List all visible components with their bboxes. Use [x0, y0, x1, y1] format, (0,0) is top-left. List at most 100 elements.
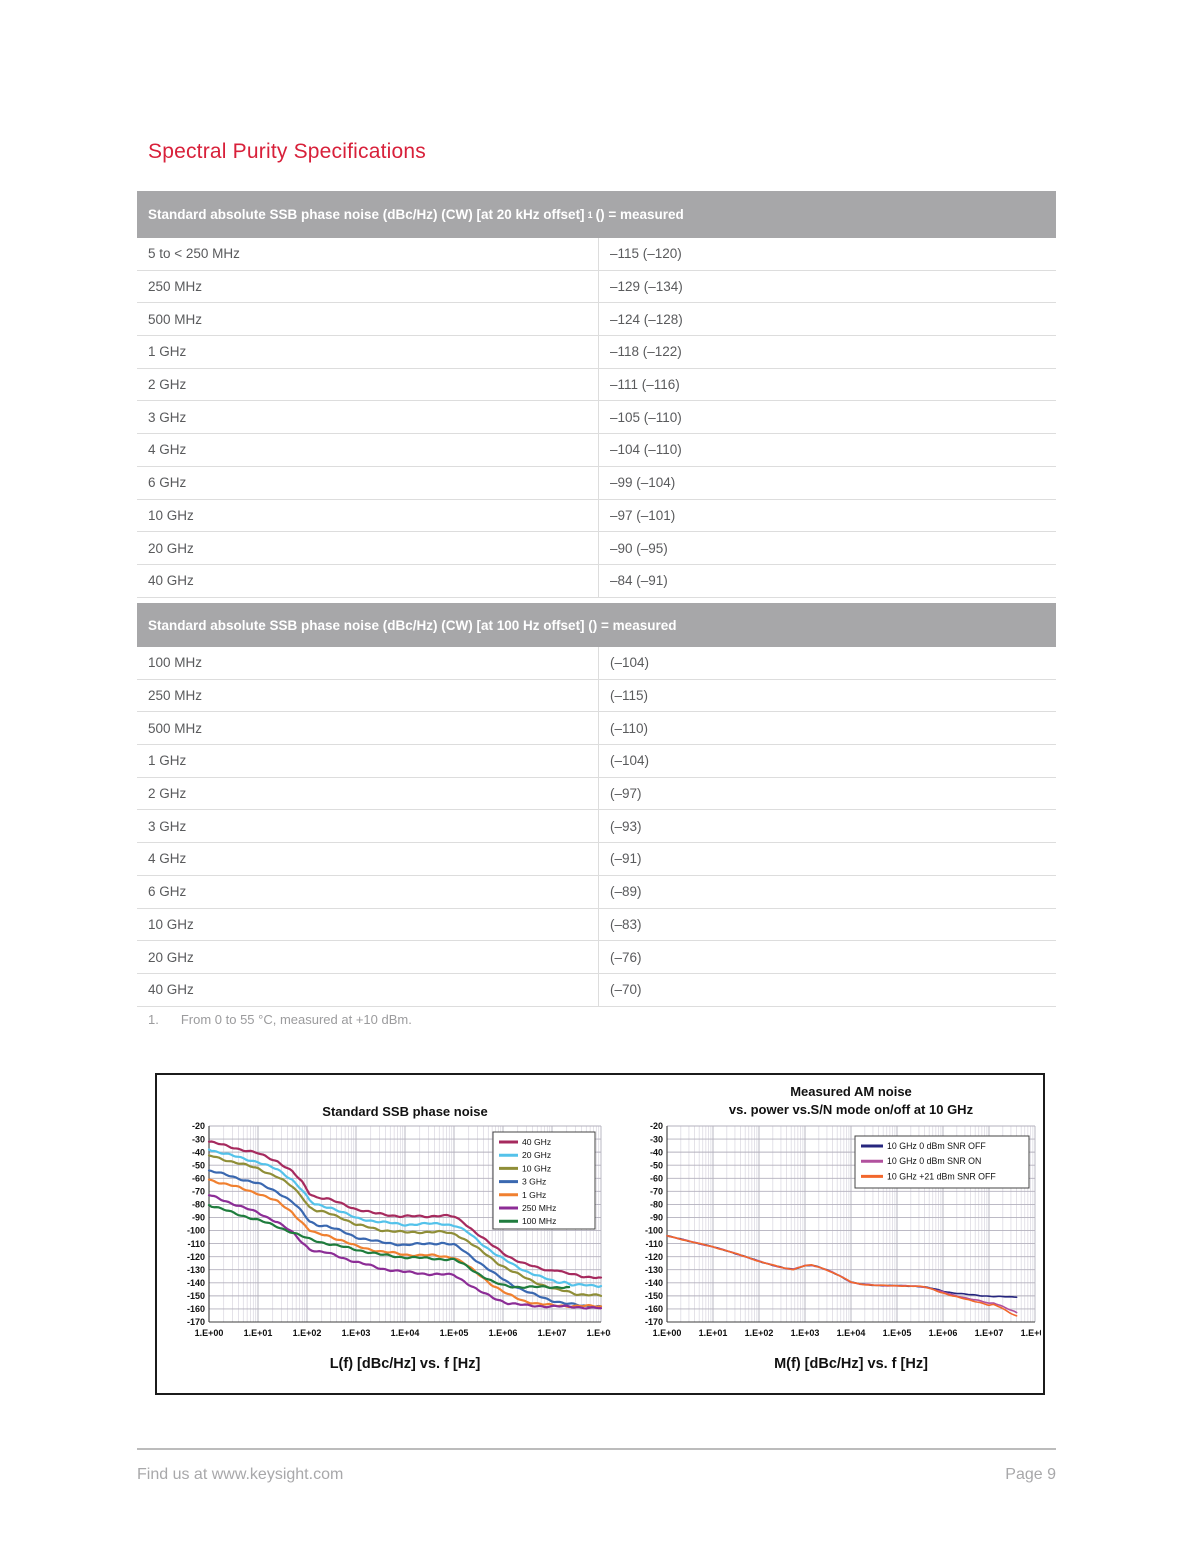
noise-value-cell: (–104)	[610, 655, 650, 671]
y-tick-label: -110	[645, 1238, 663, 1248]
y-axis-tick-labels: -20 -30 -40 -50 -60 -70 -80 -90 -100 -110 -120 -130…	[187, 1121, 205, 1327]
y-tick-label: -90	[192, 1212, 205, 1222]
series-line-250-mhz	[207, 1193, 603, 1310]
noise-value-cell: –105 (–110)	[610, 409, 682, 425]
table-row: 40 GHz (–70)	[137, 973, 1056, 1007]
y-tick-label: -30	[192, 1134, 205, 1144]
noise-value-cell: –124 (–128)	[610, 311, 683, 327]
y-tick-label: -150	[645, 1291, 663, 1301]
legend-label: 100 MHz	[522, 1216, 556, 1226]
ssb-phase-noise-chart-svg: -20 -30 -40 -50 -60 -70 -80 -90 -100 -110 -120 -130…	[187, 1104, 615, 1372]
am-noise-chart-svg: -20 -30 -40 -50 -60 -70 -80 -90 -100 -110 -120 -130…	[645, 1084, 1049, 1372]
table-body: 5 to < 250 MHz –115 (–120) 250 MHz –129 (–1…	[137, 238, 1056, 598]
footer-divider	[137, 1448, 1056, 1450]
table-row: 250 MHz –129 (–134)	[137, 270, 1056, 304]
legend-label: 3 GHz	[522, 1176, 546, 1186]
chart-axis-caption: L(f) [dBc/Hz] vs. f [Hz]	[330, 1356, 481, 1372]
frequency-cell: 1 GHz	[137, 745, 599, 777]
frequency-cell: 40 GHz	[137, 973, 599, 1006]
frequency-cell: 500 MHz	[137, 303, 599, 336]
y-tick-label: -110	[187, 1238, 205, 1248]
frequency-cell: 6 GHz	[137, 466, 599, 499]
y-tick-label: -80	[650, 1199, 663, 1209]
axes	[666, 1125, 1035, 1323]
y-tick-label: -60	[192, 1173, 205, 1183]
noise-value-cell: (–104)	[610, 753, 650, 769]
noise-value-cell: (–89)	[610, 884, 642, 900]
phase-noise-table-20khz-offset: Standard absolute SSB phase noise (dBc/H…	[137, 191, 1056, 598]
y-tick-label: -40	[192, 1147, 205, 1157]
series-line-10-ghz-0-dbm-snr-off	[666, 1234, 1018, 1298]
frequency-cell: 10 GHz	[137, 908, 599, 941]
frequency-cell: 20 GHz	[137, 941, 599, 973]
y-tick-label: -160	[645, 1304, 663, 1314]
noise-value-cell: –111 (–116)	[610, 377, 680, 393]
table-row: 3 GHz (–93)	[137, 810, 1056, 844]
frequency-cell: 3 GHz	[137, 401, 599, 434]
x-tick-label: 1.E+00	[653, 1328, 682, 1338]
frequency-cell: 250 MHz	[137, 270, 599, 303]
charts-figure-box: -20 -30 -40 -50 -60 -70 -80 -90 -100 -110 -120 -130…	[155, 1073, 1049, 1395]
table-row: 1 GHz (–104)	[137, 745, 1056, 778]
footer-website-link[interactable]: Find us at www.keysight.com	[137, 1466, 344, 1483]
noise-value-cell: –115 (–120)	[610, 246, 682, 262]
x-tick-label: 1.E+02	[745, 1328, 774, 1338]
table-section-header: Standard absolute SSB phase noise (dBc/H…	[137, 191, 1056, 238]
x-tick-label: 1.E+02	[293, 1328, 322, 1338]
x-tick-label: 1.E+05	[440, 1328, 469, 1338]
frequency-cell: 40 GHz	[137, 564, 599, 597]
phase-noise-table-100hz-offset: Standard absolute SSB phase noise (dBc/H…	[137, 603, 1056, 1007]
series-line-40-ghz	[207, 1139, 603, 1279]
table-row: 5 to < 250 MHz –115 (–120)	[137, 238, 1056, 271]
table-row: 500 MHz –124 (–128)	[137, 303, 1056, 337]
y-tick-label: -20	[650, 1121, 663, 1131]
y-tick-label: -40	[650, 1147, 663, 1157]
noise-value-cell: –118 (–122)	[610, 344, 682, 360]
series-line-10-ghz-21-dbm-snr-off	[666, 1234, 1018, 1317]
noise-value-cell: (–76)	[610, 949, 642, 965]
table-row: 1 GHz –118 (–122)	[137, 336, 1056, 369]
x-tick-label: 1.E+04	[837, 1328, 866, 1338]
footnote-reference: 1	[587, 209, 593, 220]
x-tick-label: 1.E+06	[489, 1328, 518, 1338]
table-row: 2 GHz (–97)	[137, 777, 1056, 811]
y-tick-label: -130	[187, 1264, 205, 1274]
noise-value-cell: –129 (–134)	[610, 279, 683, 295]
chart-legend: 10 GHz 0 dBm SNR OFF 10 GHz 0 dBm SNR ON 1…	[854, 1135, 1030, 1188]
chart-legend: 40 GHz 20 GHz 10 GHz 3 GHz 1 GHz 250 MHz 100 M…	[492, 1131, 596, 1229]
chart-title: Measured AM noise	[790, 1084, 912, 1099]
frequency-cell: 10 GHz	[137, 499, 599, 532]
y-tick-label: -20	[192, 1121, 205, 1131]
chart-axis-caption: M(f) [dBc/Hz] vs. f [Hz]	[774, 1356, 928, 1372]
y-tick-label: -100	[187, 1225, 205, 1235]
noise-value-cell: –99 (–104)	[610, 475, 676, 491]
footer-page-number: Page 9	[1005, 1466, 1056, 1483]
noise-value-cell: –104 (–110)	[610, 442, 682, 458]
noise-value-cell: –84 (–91)	[610, 573, 668, 589]
chart-title: Standard SSB phase noise	[322, 1104, 487, 1119]
frequency-cell: 1 GHz	[137, 336, 599, 368]
x-tick-label: 1.E+03	[791, 1328, 820, 1338]
ssb-phase-noise-chart: -20 -30 -40 -50 -60 -70 -80 -90 -100 -110 -120 -130…	[163, 1082, 615, 1387]
frequency-cell: 5 to < 250 MHz	[137, 238, 599, 270]
table-row: 250 MHz (–115)	[137, 679, 1056, 713]
noise-value-cell: (–83)	[610, 916, 642, 932]
frequency-cell: 4 GHz	[137, 843, 599, 875]
footnote-number: 1.	[148, 1012, 159, 1027]
noise-value-cell: –97 (–101)	[610, 507, 676, 523]
x-tick-label: 1.E+08	[587, 1328, 611, 1338]
series-line-100-mhz	[207, 1203, 571, 1289]
frequency-cell: 3 GHz	[137, 810, 599, 843]
frequency-cell: 500 MHz	[137, 712, 599, 745]
legend-label: 250 MHz	[522, 1203, 556, 1213]
legend-label: 40 GHz	[522, 1137, 551, 1147]
table-row: 500 MHz (–110)	[137, 712, 1056, 746]
y-tick-label: -130	[645, 1264, 663, 1274]
noise-value-cell: (–115)	[610, 688, 649, 704]
x-tick-label: 1.E+08	[1021, 1328, 1041, 1338]
x-tick-label: 1.E+06	[929, 1328, 958, 1338]
page-title: Spectral Purity Specifications	[148, 140, 426, 163]
y-tick-label: -170	[187, 1317, 205, 1327]
table-header-tail: () = measured	[595, 207, 684, 222]
